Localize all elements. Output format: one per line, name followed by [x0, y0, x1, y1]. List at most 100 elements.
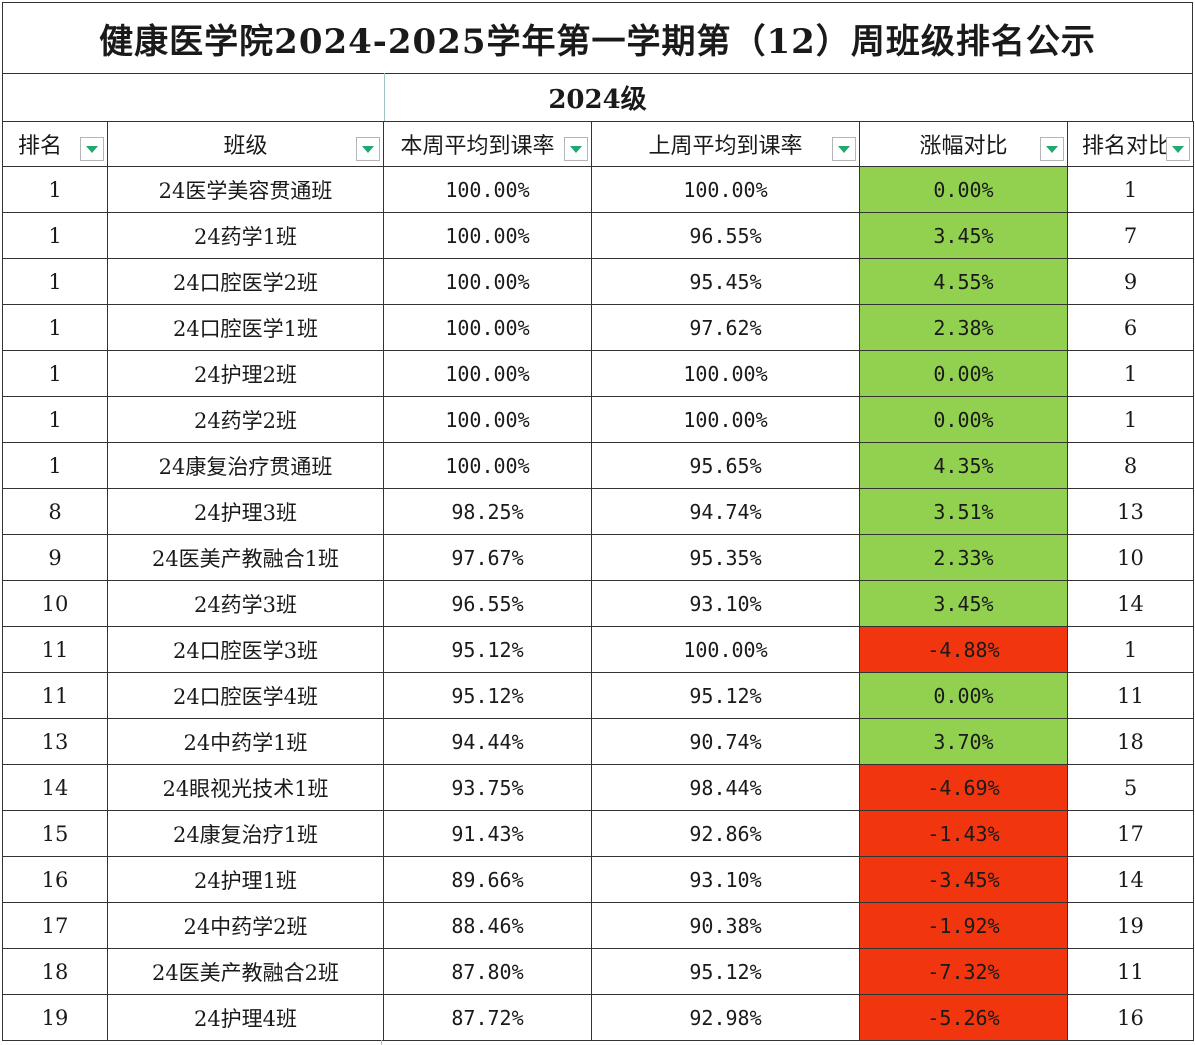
rank-cell[interactable]: 1 — [2, 212, 108, 259]
last-week-rate-cell[interactable]: 94.74% — [591, 488, 860, 535]
change-cell[interactable]: -3.45% — [859, 856, 1068, 903]
this-week-rate-cell[interactable]: 100.00% — [383, 350, 592, 397]
rank-cell[interactable]: 18 — [2, 948, 108, 995]
class-cell[interactable]: 24口腔医学4班 — [107, 672, 384, 719]
this-week-rate-cell[interactable]: 88.46% — [383, 902, 592, 949]
this-week-rate-cell[interactable]: 95.12% — [383, 672, 592, 719]
filter-dropdown-button[interactable] — [1040, 137, 1064, 161]
rank-cell[interactable]: 15 — [2, 810, 108, 857]
rank-cell[interactable]: 8 — [2, 488, 108, 535]
filter-dropdown-button[interactable] — [564, 137, 588, 161]
rank-cell[interactable]: 1 — [2, 258, 108, 305]
rank-cell[interactable]: 17 — [2, 902, 108, 949]
rank-compare-cell[interactable]: 6 — [1067, 304, 1194, 351]
rank-compare-cell[interactable]: 8 — [1067, 442, 1194, 489]
this-week-rate-cell[interactable]: 97.67% — [383, 534, 592, 581]
change-cell[interactable]: -4.69% — [859, 764, 1068, 811]
change-cell[interactable]: 0.00% — [859, 166, 1068, 213]
this-week-rate-cell[interactable]: 95.12% — [383, 626, 592, 673]
last-week-rate-cell[interactable]: 95.12% — [591, 672, 860, 719]
rank-compare-cell[interactable]: 11 — [1067, 672, 1194, 719]
rank-compare-cell[interactable]: 1 — [1067, 626, 1194, 673]
class-cell[interactable]: 24护理4班 — [107, 994, 384, 1041]
rank-cell[interactable]: 16 — [2, 856, 108, 903]
change-cell[interactable]: 4.55% — [859, 258, 1068, 305]
class-cell[interactable]: 24眼视光技术1班 — [107, 764, 384, 811]
class-cell[interactable]: 24口腔医学1班 — [107, 304, 384, 351]
change-cell[interactable]: 0.00% — [859, 672, 1068, 719]
rank-cell[interactable]: 9 — [2, 534, 108, 581]
rank-compare-cell[interactable]: 1 — [1067, 166, 1194, 213]
class-cell[interactable]: 24口腔医学3班 — [107, 626, 384, 673]
change-cell[interactable]: 3.51% — [859, 488, 1068, 535]
class-cell[interactable]: 24中药学2班 — [107, 902, 384, 949]
last-week-rate-cell[interactable]: 92.98% — [591, 994, 860, 1041]
last-week-rate-cell[interactable]: 100.00% — [591, 396, 860, 443]
filter-dropdown-button[interactable] — [832, 137, 856, 161]
this-week-rate-cell[interactable]: 96.55% — [383, 580, 592, 627]
filter-dropdown-button[interactable] — [1166, 137, 1190, 161]
rank-compare-cell[interactable]: 10 — [1067, 534, 1194, 581]
change-cell[interactable]: 0.00% — [859, 350, 1068, 397]
filter-dropdown-button[interactable] — [356, 137, 380, 161]
this-week-rate-cell[interactable]: 100.00% — [383, 212, 592, 259]
rank-cell[interactable]: 11 — [2, 672, 108, 719]
rank-compare-cell[interactable]: 13 — [1067, 488, 1194, 535]
class-cell[interactable]: 24药学2班 — [107, 396, 384, 443]
last-week-rate-cell[interactable]: 95.65% — [591, 442, 860, 489]
this-week-rate-cell[interactable]: 89.66% — [383, 856, 592, 903]
last-week-rate-cell[interactable]: 96.55% — [591, 212, 860, 259]
this-week-rate-cell[interactable]: 100.00% — [383, 396, 592, 443]
rank-cell[interactable]: 10 — [2, 580, 108, 627]
this-week-rate-cell[interactable]: 87.80% — [383, 948, 592, 995]
rank-cell[interactable]: 1 — [2, 396, 108, 443]
rank-compare-cell[interactable]: 17 — [1067, 810, 1194, 857]
this-week-rate-cell[interactable]: 98.25% — [383, 488, 592, 535]
last-week-rate-cell[interactable]: 95.12% — [591, 948, 860, 995]
this-week-rate-cell[interactable]: 87.72% — [383, 994, 592, 1041]
rank-compare-cell[interactable]: 16 — [1067, 994, 1194, 1041]
rank-cell[interactable]: 1 — [2, 350, 108, 397]
last-week-rate-cell[interactable]: 100.00% — [591, 626, 860, 673]
rank-cell[interactable]: 14 — [2, 764, 108, 811]
rank-compare-cell[interactable]: 1 — [1067, 396, 1194, 443]
change-cell[interactable]: 3.45% — [859, 580, 1068, 627]
rank-compare-cell[interactable]: 5 — [1067, 764, 1194, 811]
this-week-rate-cell[interactable]: 94.44% — [383, 718, 592, 765]
rank-cell[interactable]: 1 — [2, 166, 108, 213]
change-cell[interactable]: -5.26% — [859, 994, 1068, 1041]
class-cell[interactable]: 24医美产教融合2班 — [107, 948, 384, 995]
last-week-rate-cell[interactable]: 97.62% — [591, 304, 860, 351]
change-cell[interactable]: 4.35% — [859, 442, 1068, 489]
last-week-rate-cell[interactable]: 90.74% — [591, 718, 860, 765]
rank-compare-cell[interactable]: 14 — [1067, 856, 1194, 903]
class-cell[interactable]: 24护理3班 — [107, 488, 384, 535]
change-cell[interactable]: 0.00% — [859, 396, 1068, 443]
last-week-rate-cell[interactable]: 93.10% — [591, 856, 860, 903]
rank-compare-cell[interactable]: 18 — [1067, 718, 1194, 765]
change-cell[interactable]: 2.38% — [859, 304, 1068, 351]
this-week-rate-cell[interactable]: 100.00% — [383, 442, 592, 489]
change-cell[interactable]: -4.88% — [859, 626, 1068, 673]
this-week-rate-cell[interactable]: 91.43% — [383, 810, 592, 857]
this-week-rate-cell[interactable]: 100.00% — [383, 258, 592, 305]
last-week-rate-cell[interactable]: 98.44% — [591, 764, 860, 811]
change-cell[interactable]: -7.32% — [859, 948, 1068, 995]
last-week-rate-cell[interactable]: 100.00% — [591, 350, 860, 397]
class-cell[interactable]: 24口腔医学2班 — [107, 258, 384, 305]
change-cell[interactable]: -1.92% — [859, 902, 1068, 949]
last-week-rate-cell[interactable]: 90.38% — [591, 902, 860, 949]
last-week-rate-cell[interactable]: 95.45% — [591, 258, 860, 305]
rank-cell[interactable]: 1 — [2, 304, 108, 351]
class-cell[interactable]: 24护理1班 — [107, 856, 384, 903]
change-cell[interactable]: 3.45% — [859, 212, 1068, 259]
rank-compare-cell[interactable]: 14 — [1067, 580, 1194, 627]
class-cell[interactable]: 24药学1班 — [107, 212, 384, 259]
rank-compare-cell[interactable]: 1 — [1067, 350, 1194, 397]
rank-compare-cell[interactable]: 7 — [1067, 212, 1194, 259]
change-cell[interactable]: -1.43% — [859, 810, 1068, 857]
class-cell[interactable]: 24护理2班 — [107, 350, 384, 397]
rank-compare-cell[interactable]: 11 — [1067, 948, 1194, 995]
rank-cell[interactable]: 19 — [2, 994, 108, 1041]
class-cell[interactable]: 24康复治疗1班 — [107, 810, 384, 857]
